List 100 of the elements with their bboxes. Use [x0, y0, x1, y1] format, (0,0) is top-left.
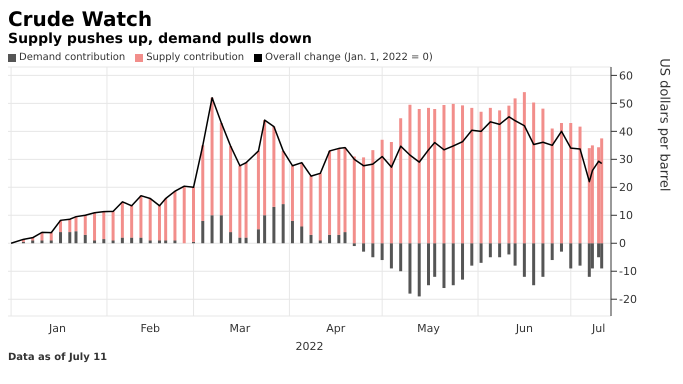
bar: [408, 104, 412, 244]
bar: [158, 206, 161, 240]
bar: [514, 243, 517, 266]
y-tick-label: 30: [619, 153, 633, 166]
bar: [408, 243, 412, 294]
bar: [399, 118, 402, 244]
bar: [418, 243, 421, 296]
bar: [158, 240, 161, 244]
bar: [201, 145, 204, 221]
bar: [290, 220, 294, 244]
bar: [498, 110, 502, 244]
y-tick-label: -10: [619, 265, 637, 278]
bar: [461, 243, 464, 280]
bar: [470, 108, 474, 244]
bar: [569, 243, 572, 268]
chart-subtitle: Supply pushes up, demand pulls down: [8, 30, 313, 48]
bar: [112, 211, 115, 240]
y-tick-label: -20: [619, 293, 637, 306]
bar: [50, 240, 53, 244]
bar: [442, 243, 446, 288]
legend-label: Demand contribution: [19, 52, 126, 63]
bar: [182, 186, 186, 244]
bar: [84, 215, 87, 235]
y-tick-label: 50: [619, 97, 633, 110]
bar: [578, 243, 582, 266]
bar: [352, 156, 356, 244]
bar: [68, 232, 72, 244]
bar: [532, 102, 536, 244]
bar: [210, 215, 214, 244]
bar: [102, 212, 106, 240]
bar: [418, 108, 421, 244]
bar: [173, 240, 176, 244]
bar: [541, 243, 544, 277]
bar: [588, 148, 591, 244]
bar: [139, 196, 142, 238]
bar: [507, 243, 510, 254]
bar: [427, 243, 430, 286]
bar: [390, 243, 393, 268]
x-tick-label: May: [417, 322, 440, 335]
bar: [68, 219, 72, 232]
line-series: [10, 97, 602, 244]
bar: [480, 243, 483, 263]
bar: [560, 122, 563, 244]
bar: [522, 92, 526, 244]
bar: [507, 106, 510, 244]
bar: [442, 105, 446, 244]
bar: [93, 240, 96, 244]
bar: [514, 98, 517, 244]
bar: [272, 206, 276, 244]
x-tick-label: Jul: [590, 322, 606, 335]
bar: [192, 187, 195, 242]
bar: [550, 128, 554, 244]
bar: [164, 198, 168, 240]
bar: [164, 240, 168, 244]
bar: [399, 243, 402, 272]
bar: [541, 108, 544, 244]
bar: [59, 232, 62, 244]
y-tick-label: 0: [619, 237, 626, 250]
bar: [238, 238, 242, 244]
bar: [201, 220, 204, 244]
bar: [310, 234, 312, 244]
bar: [371, 243, 374, 258]
bar: [282, 204, 285, 244]
y-tick-label: 10: [619, 209, 633, 222]
bar: [480, 112, 483, 244]
bar: [229, 232, 232, 244]
x-tick-label: Jan: [48, 322, 66, 335]
bar: [560, 243, 563, 252]
bar: [362, 243, 366, 252]
bar: [532, 243, 536, 286]
bar: [244, 162, 248, 238]
text: Data as of July 11: [8, 352, 108, 363]
chart-title: Crude Watch: [8, 7, 154, 31]
bar: [498, 243, 502, 258]
bar: [488, 108, 492, 244]
bar: [263, 120, 266, 216]
bar: [328, 234, 332, 244]
bar: [272, 126, 276, 207]
bar: [600, 243, 604, 268]
bar: [344, 148, 347, 232]
bar: [256, 229, 260, 244]
bar: [290, 166, 294, 221]
bar: [600, 138, 604, 244]
bar: [380, 243, 384, 260]
bar: [244, 238, 248, 244]
bar: [470, 243, 474, 266]
bar: [84, 234, 87, 244]
bar: [300, 226, 304, 244]
bar: [238, 166, 242, 238]
bar: [148, 198, 152, 240]
legend-label: Overall change (Jan. 1, 2022 = 0): [265, 52, 433, 63]
x-tick-label: Apr: [326, 322, 346, 335]
bar: [328, 150, 332, 235]
bar: [380, 140, 384, 244]
bar: [362, 157, 366, 244]
bar: [74, 231, 78, 244]
bar: [569, 122, 572, 244]
bar: [173, 191, 176, 240]
bar: [210, 98, 214, 216]
bar: [318, 173, 322, 240]
